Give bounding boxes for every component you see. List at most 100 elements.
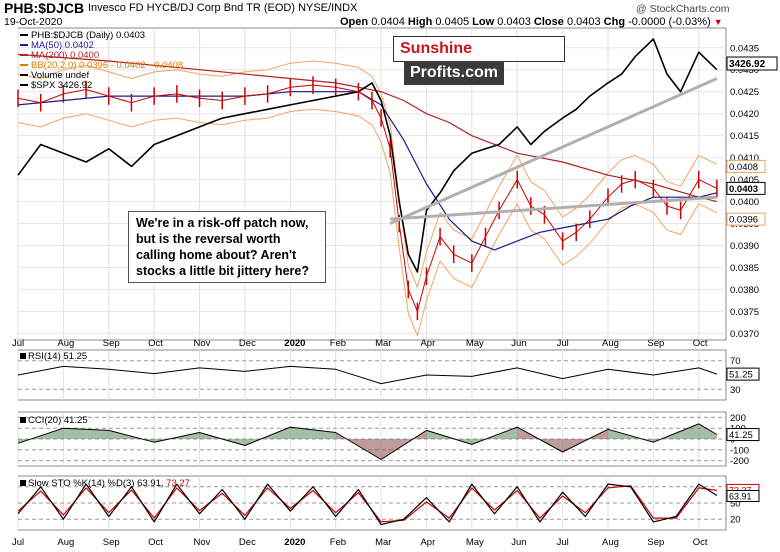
rsi-square-icon [20, 353, 26, 359]
bollinger-upper-line [17, 60, 718, 288]
cci-square-icon [20, 417, 26, 423]
month-tick-label: Feb [330, 338, 346, 349]
month-tick-label: Nov [194, 537, 211, 548]
month-tick-label: Oct [693, 338, 708, 349]
last-value-label: 0.0408 [729, 162, 758, 173]
stoch-tick-label: 50 [730, 499, 741, 510]
month-tick-label: Aug [602, 338, 619, 349]
legend-swatch-icon [20, 64, 28, 67]
rsi-legend-text: RSI(14) 51.25 [28, 351, 88, 362]
price-tick-label: 0.0415 [730, 131, 759, 142]
price-tick-label: 0.0405 [730, 175, 759, 186]
month-tick-label: Jul [557, 338, 569, 349]
annotation-line: We're in a risk-off patch now, [136, 216, 309, 230]
month-tick-label: Jun [511, 338, 526, 349]
cci-fill [290, 427, 336, 439]
legend-text: $SPX 3426.92 [31, 80, 93, 91]
last-value-tag [726, 212, 766, 226]
month-tick-label: Sep [647, 537, 664, 548]
annotation-line: calling home about? Aren't [136, 248, 297, 262]
watermark[interactable]: @ StockCharts.com [636, 3, 730, 15]
legend-entry: BB(20,2.0) 0.0396 - 0.0402 - 0.0408 [20, 61, 183, 71]
month-tick-label: May [466, 338, 484, 349]
month-tick-label: Aug [57, 537, 74, 548]
ma200-line [17, 53, 718, 203]
spx-line [17, 38, 718, 273]
rsi-legend: RSI(14) 51.25 [20, 352, 87, 362]
logo-part2: Profits.com [404, 61, 505, 85]
legend-text: MA(50) 0.0402 [31, 40, 94, 51]
annotation-line: stocks a little bit jittery here? [136, 264, 309, 278]
open-label: Open [340, 16, 369, 28]
legend-text: Volume undef [31, 70, 90, 81]
stoch-square-icon [20, 480, 26, 486]
month-tick-label: Jul [12, 338, 24, 349]
price-tick-label: 0.0425 [730, 87, 759, 98]
low-value: 0.0403 [497, 16, 531, 28]
price-legend: PHB:$DJCB (Daily) 0.0403 MA(50) 0.0402 MA(… [20, 31, 183, 91]
price-tick-label: 0.0375 [730, 307, 759, 318]
close-label: Close [533, 16, 564, 28]
month-tick-label: 2020 [284, 537, 305, 548]
annotation-box: We're in a risk-off patch now, but is th… [128, 211, 326, 283]
month-tick-label: Mar [375, 537, 391, 548]
legend-entry: $SPX 3426.92 [20, 81, 183, 91]
cci-fill [698, 423, 717, 439]
month-tick-label: Jul [557, 537, 569, 548]
legend-swatch-icon [20, 34, 28, 37]
trendline [390, 195, 718, 221]
month-tick-label: Aug [57, 338, 74, 349]
month-tick-label: Jul [12, 537, 24, 548]
last-value-label: 0.0396 [729, 215, 758, 226]
month-tick-label: Oct [693, 537, 708, 548]
price-tick-label: 0.0430 [730, 65, 759, 76]
legend-swatch-icon [20, 44, 28, 47]
month-tick-label: Apr [420, 537, 435, 548]
legend-entry: PHB:$DJCB (Daily) 0.0403 [20, 31, 183, 41]
spx-last-tag [726, 56, 778, 71]
cci-tick-label: 200 [730, 413, 746, 424]
stoch-legend: Slow STO %K(14) %D(3) 63.91, 73.27 [20, 479, 190, 489]
cci-last-label: 41.25 [729, 430, 753, 441]
cci-tick-label: -200 [730, 456, 749, 467]
month-tick-label: Oct [148, 537, 163, 548]
legend-text: MA(200) 0.0400 [31, 50, 100, 61]
down-arrow-icon: ▼ [713, 17, 723, 27]
stoch-legend-text-d: 73.27 [166, 478, 190, 489]
month-tick-label: Sep [103, 537, 120, 548]
rsi-line [17, 365, 718, 385]
legend-text: BB(20,2.0) 0.0396 - 0.0402 - 0.0408 [31, 60, 184, 71]
rsi-panel-frame [17, 349, 727, 401]
price-tick-label: 0.0380 [730, 285, 759, 296]
month-tick-label: Dec [239, 338, 256, 349]
chg-label: Chg [603, 16, 626, 28]
open-value: 0.0404 [371, 16, 405, 28]
month-tick-label: May [466, 537, 484, 548]
month-tick-label: Dec [239, 537, 256, 548]
month-tick-label: 2020 [284, 338, 305, 349]
low-label: Low [472, 16, 495, 28]
month-tick-label: Nov [194, 338, 211, 349]
legend-entry: MA(50) 0.0402 [20, 41, 183, 51]
stoch-k-last-label: 63.91 [729, 491, 752, 501]
price-line [17, 84, 718, 312]
month-tick-label: Aug [602, 537, 619, 548]
ohlc-bar: Open 0.0404 High 0.0405 Low 0.0403 Close… [340, 16, 723, 28]
price-tick-label: 0.0410 [730, 153, 759, 164]
legend-entry: MA(200) 0.0400 [20, 51, 183, 61]
cci-line [17, 423, 718, 460]
chart-symbol: PHB:$DJCB [4, 0, 85, 16]
month-tick-label: Sep [647, 338, 664, 349]
cci-fill [63, 428, 109, 439]
price-tick-label: 0.0435 [730, 43, 759, 54]
legend-swatch-icon [20, 84, 28, 87]
price-tick-label: 0.0420 [730, 109, 759, 120]
stoch-tick-label: 20 [730, 515, 741, 526]
cci-legend: CCI(20) 41.25 [20, 416, 88, 426]
price-tick-label: 0.0390 [730, 241, 759, 252]
stoch-k-last-tag [726, 489, 760, 502]
close-value: 0.0403 [566, 16, 601, 28]
legend-entry: Volume undef [20, 71, 183, 81]
sunshine-profits-logo: Sunshine Profits.com [393, 36, 565, 85]
